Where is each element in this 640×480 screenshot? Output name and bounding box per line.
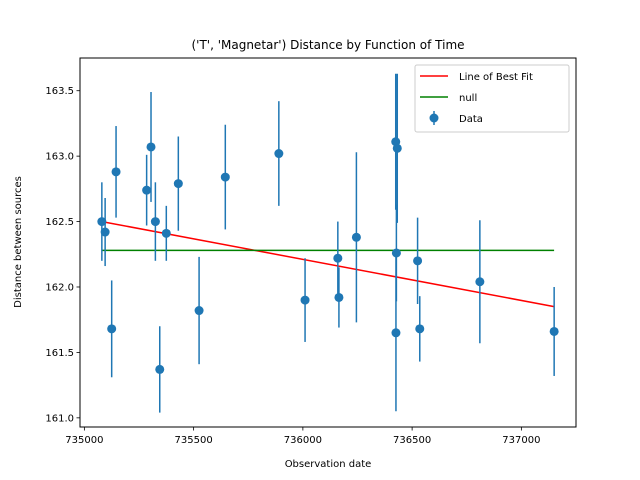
data-point: [97, 217, 107, 227]
data-point: [150, 217, 160, 227]
data-point: [194, 306, 204, 316]
data-point: [111, 167, 121, 177]
data-point: [351, 232, 361, 242]
y-tick-label: 163.5: [45, 86, 74, 97]
y-tick-label: 161.0: [45, 413, 74, 424]
data-point: [155, 364, 165, 374]
y-axis: 161.0 161.5 162.0 162.5 163.0 163.5: [45, 86, 80, 424]
data-point: [549, 326, 559, 336]
data-point: [142, 185, 152, 195]
data-point: [300, 295, 310, 305]
chart-title: ('T', 'Magnetar') Distance by Function o…: [191, 38, 464, 52]
y-axis-label: Distance between sources: [13, 176, 24, 308]
axes-frame: [79, 57, 577, 428]
series-line-best-fit: [101, 220, 555, 308]
data-point: [100, 227, 110, 237]
legend-label-null: null: [459, 93, 477, 104]
data-point: [413, 256, 423, 266]
data-point: [334, 292, 344, 302]
x-axis-label: Observation date: [285, 459, 372, 470]
data-point: [415, 324, 425, 334]
data-point: [220, 172, 230, 182]
x-tick-label: 736000: [284, 435, 322, 446]
plot-area: [97, 73, 559, 413]
x-tick-label: 735000: [65, 435, 103, 446]
x-tick-label: 737000: [502, 435, 540, 446]
x-axis: 735000 735500 736000 736500 737000: [65, 427, 540, 446]
legend-box: [414, 64, 570, 133]
x-tick-label: 736500: [393, 435, 431, 446]
y-tick-label: 161.5: [45, 348, 74, 359]
data-point: [333, 253, 343, 263]
data-point: [392, 143, 402, 153]
x-tick-label: 735500: [175, 435, 213, 446]
legend-swatch-data-marker: [429, 113, 439, 123]
legend: Line of Best Fit null Data: [414, 64, 570, 133]
data-point: [475, 277, 485, 287]
legend-label-best-fit: Line of Best Fit: [459, 72, 533, 83]
data-point: [391, 328, 401, 338]
y-tick-label: 162.0: [45, 282, 74, 293]
legend-label-data: Data: [459, 114, 483, 125]
y-tick-label: 162.5: [45, 217, 74, 228]
data-point: [274, 149, 284, 159]
data-point: [173, 179, 183, 189]
data-point: [391, 248, 401, 258]
data-point: [161, 228, 171, 238]
data-point: [107, 324, 117, 334]
y-tick-label: 163.0: [45, 152, 74, 163]
data-point: [146, 142, 156, 152]
